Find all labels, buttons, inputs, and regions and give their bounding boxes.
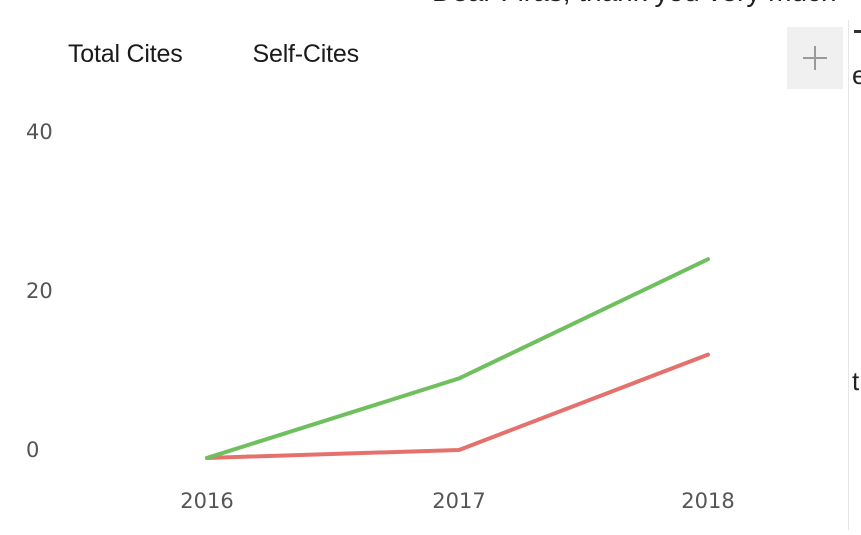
y-tick-label: 40 — [26, 120, 53, 144]
card-border — [848, 20, 849, 530]
x-tick-label: 2017 — [432, 489, 485, 513]
tab-self-cites[interactable]: Self-Cites — [252, 40, 360, 68]
x-tick-label: 2018 — [681, 489, 734, 513]
series-line-self-cites — [205, 352, 710, 460]
series-line-total-cites — [205, 257, 710, 460]
plus-icon — [803, 46, 827, 70]
x-tick-label: 2016 — [180, 489, 233, 513]
background-right-char: t — [852, 366, 860, 396]
tab-total-cites[interactable]: Total Cites — [68, 40, 183, 68]
y-tick-label: 0 — [26, 438, 39, 462]
add-button[interactable] — [787, 27, 843, 89]
citations-card — [8, 20, 850, 530]
background-right-char: e — [852, 60, 861, 90]
background-dash — [854, 30, 861, 33]
background-text-fragment: Dear Firas, thank you very much — [432, 0, 861, 16]
y-tick-label: 20 — [26, 279, 53, 303]
chart-tabs: Total Cites Self-Cites — [68, 40, 359, 69]
